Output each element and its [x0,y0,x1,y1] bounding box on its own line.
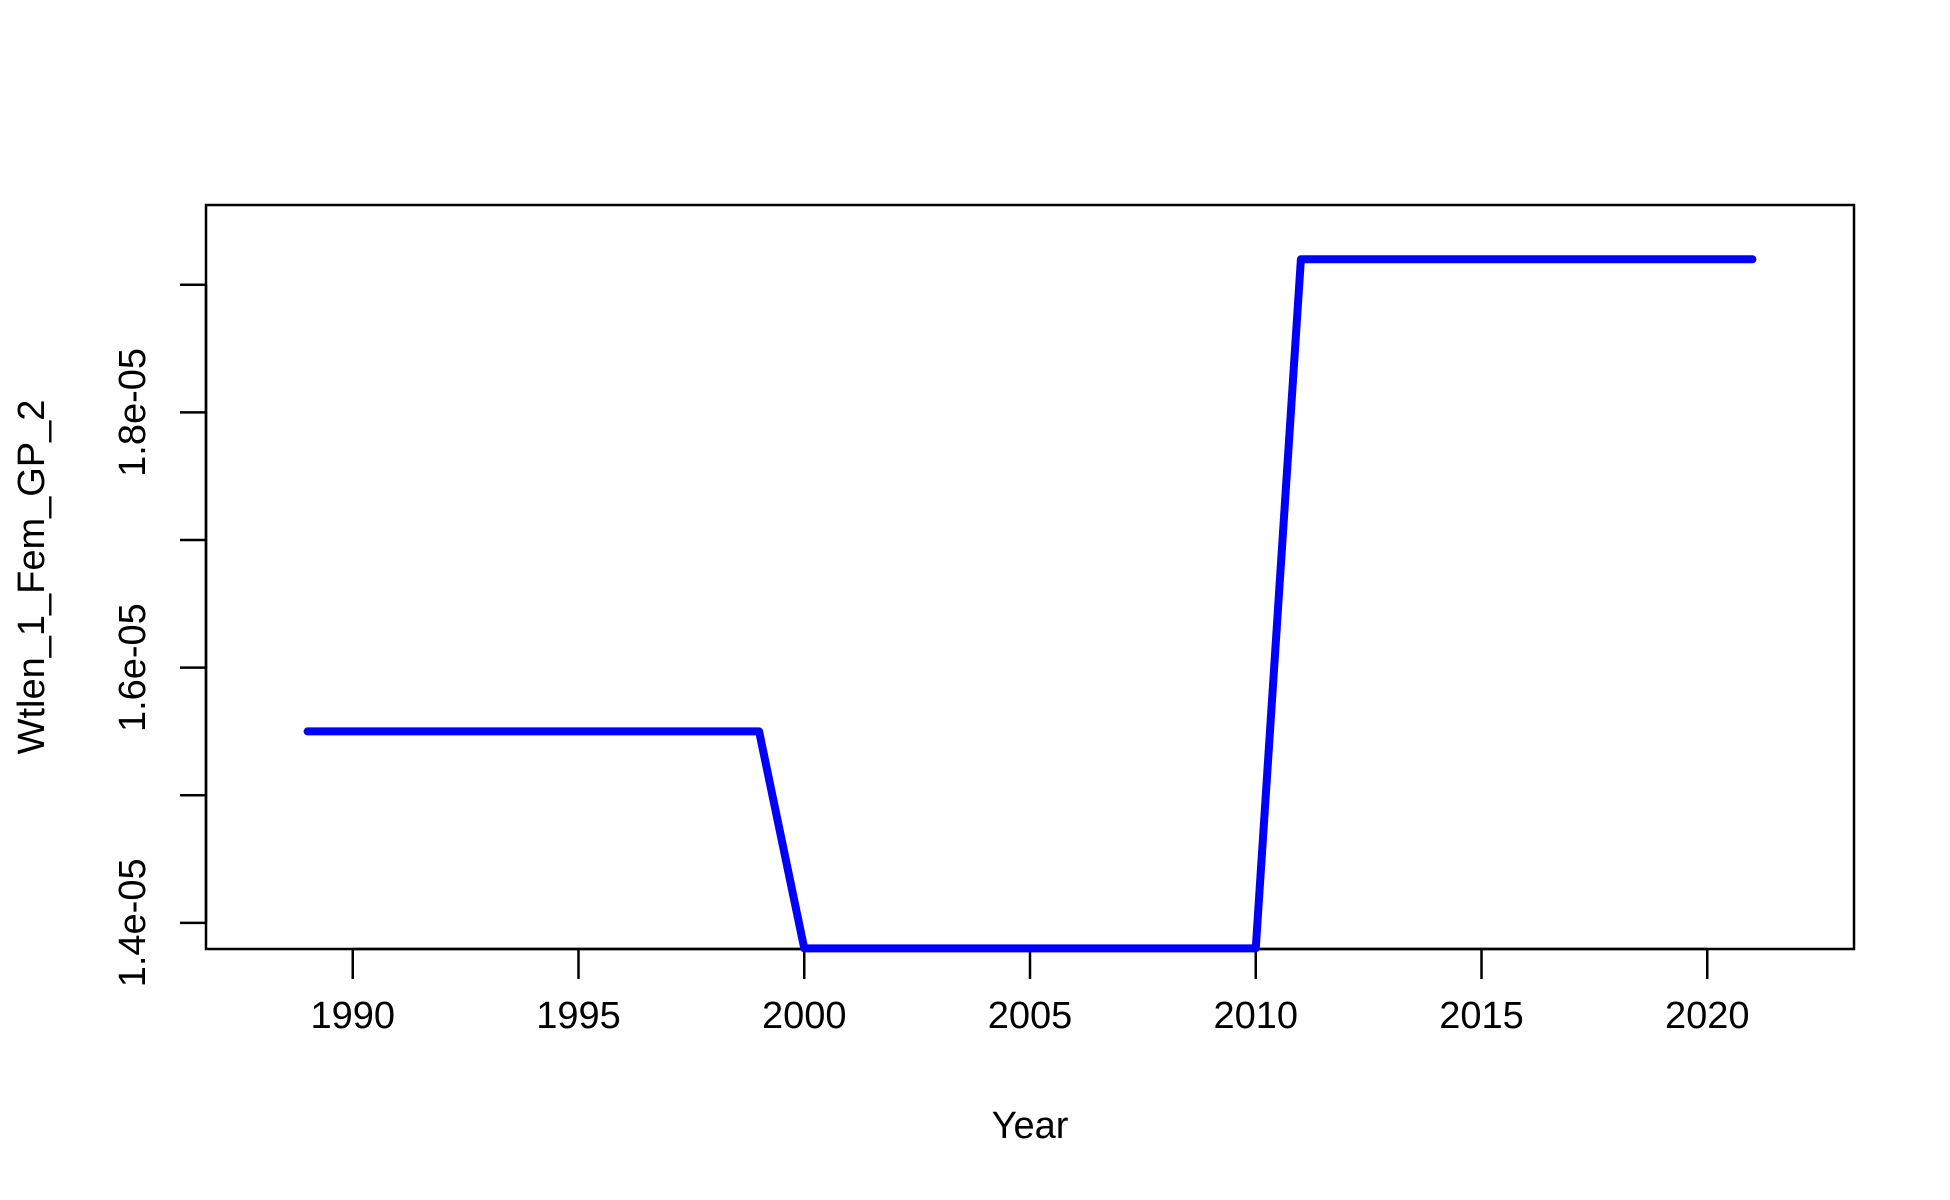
y-tick-label: 1.6e-05 [112,603,154,732]
x-tick-label: 2010 [1213,995,1298,1037]
x-tick-label: 2005 [988,995,1073,1037]
x-axis: 1990 1995 2000 2005 2010 2015 2020 [310,947,1750,1037]
plot-frame [204,203,1856,951]
x-axis-title: Year [992,1105,1069,1147]
y-axis-title: Wtlen_1_Fem_GP_2 [11,400,53,755]
series-line [303,255,1757,953]
x-tick-label: 1995 [536,995,621,1037]
y-tick-label: 1.8e-05 [112,348,154,477]
y-axis: 1.4e-05 1.6e-05 1.8e-05 [112,283,208,987]
x-tick-label: 2015 [1439,995,1524,1037]
x-tick-label: 1990 [310,995,395,1037]
x-tick-label: 2020 [1665,995,1750,1037]
y-tick-label: 1.4e-05 [112,858,154,987]
series-layer [303,255,1757,953]
x-tick-label: 2000 [762,995,847,1037]
